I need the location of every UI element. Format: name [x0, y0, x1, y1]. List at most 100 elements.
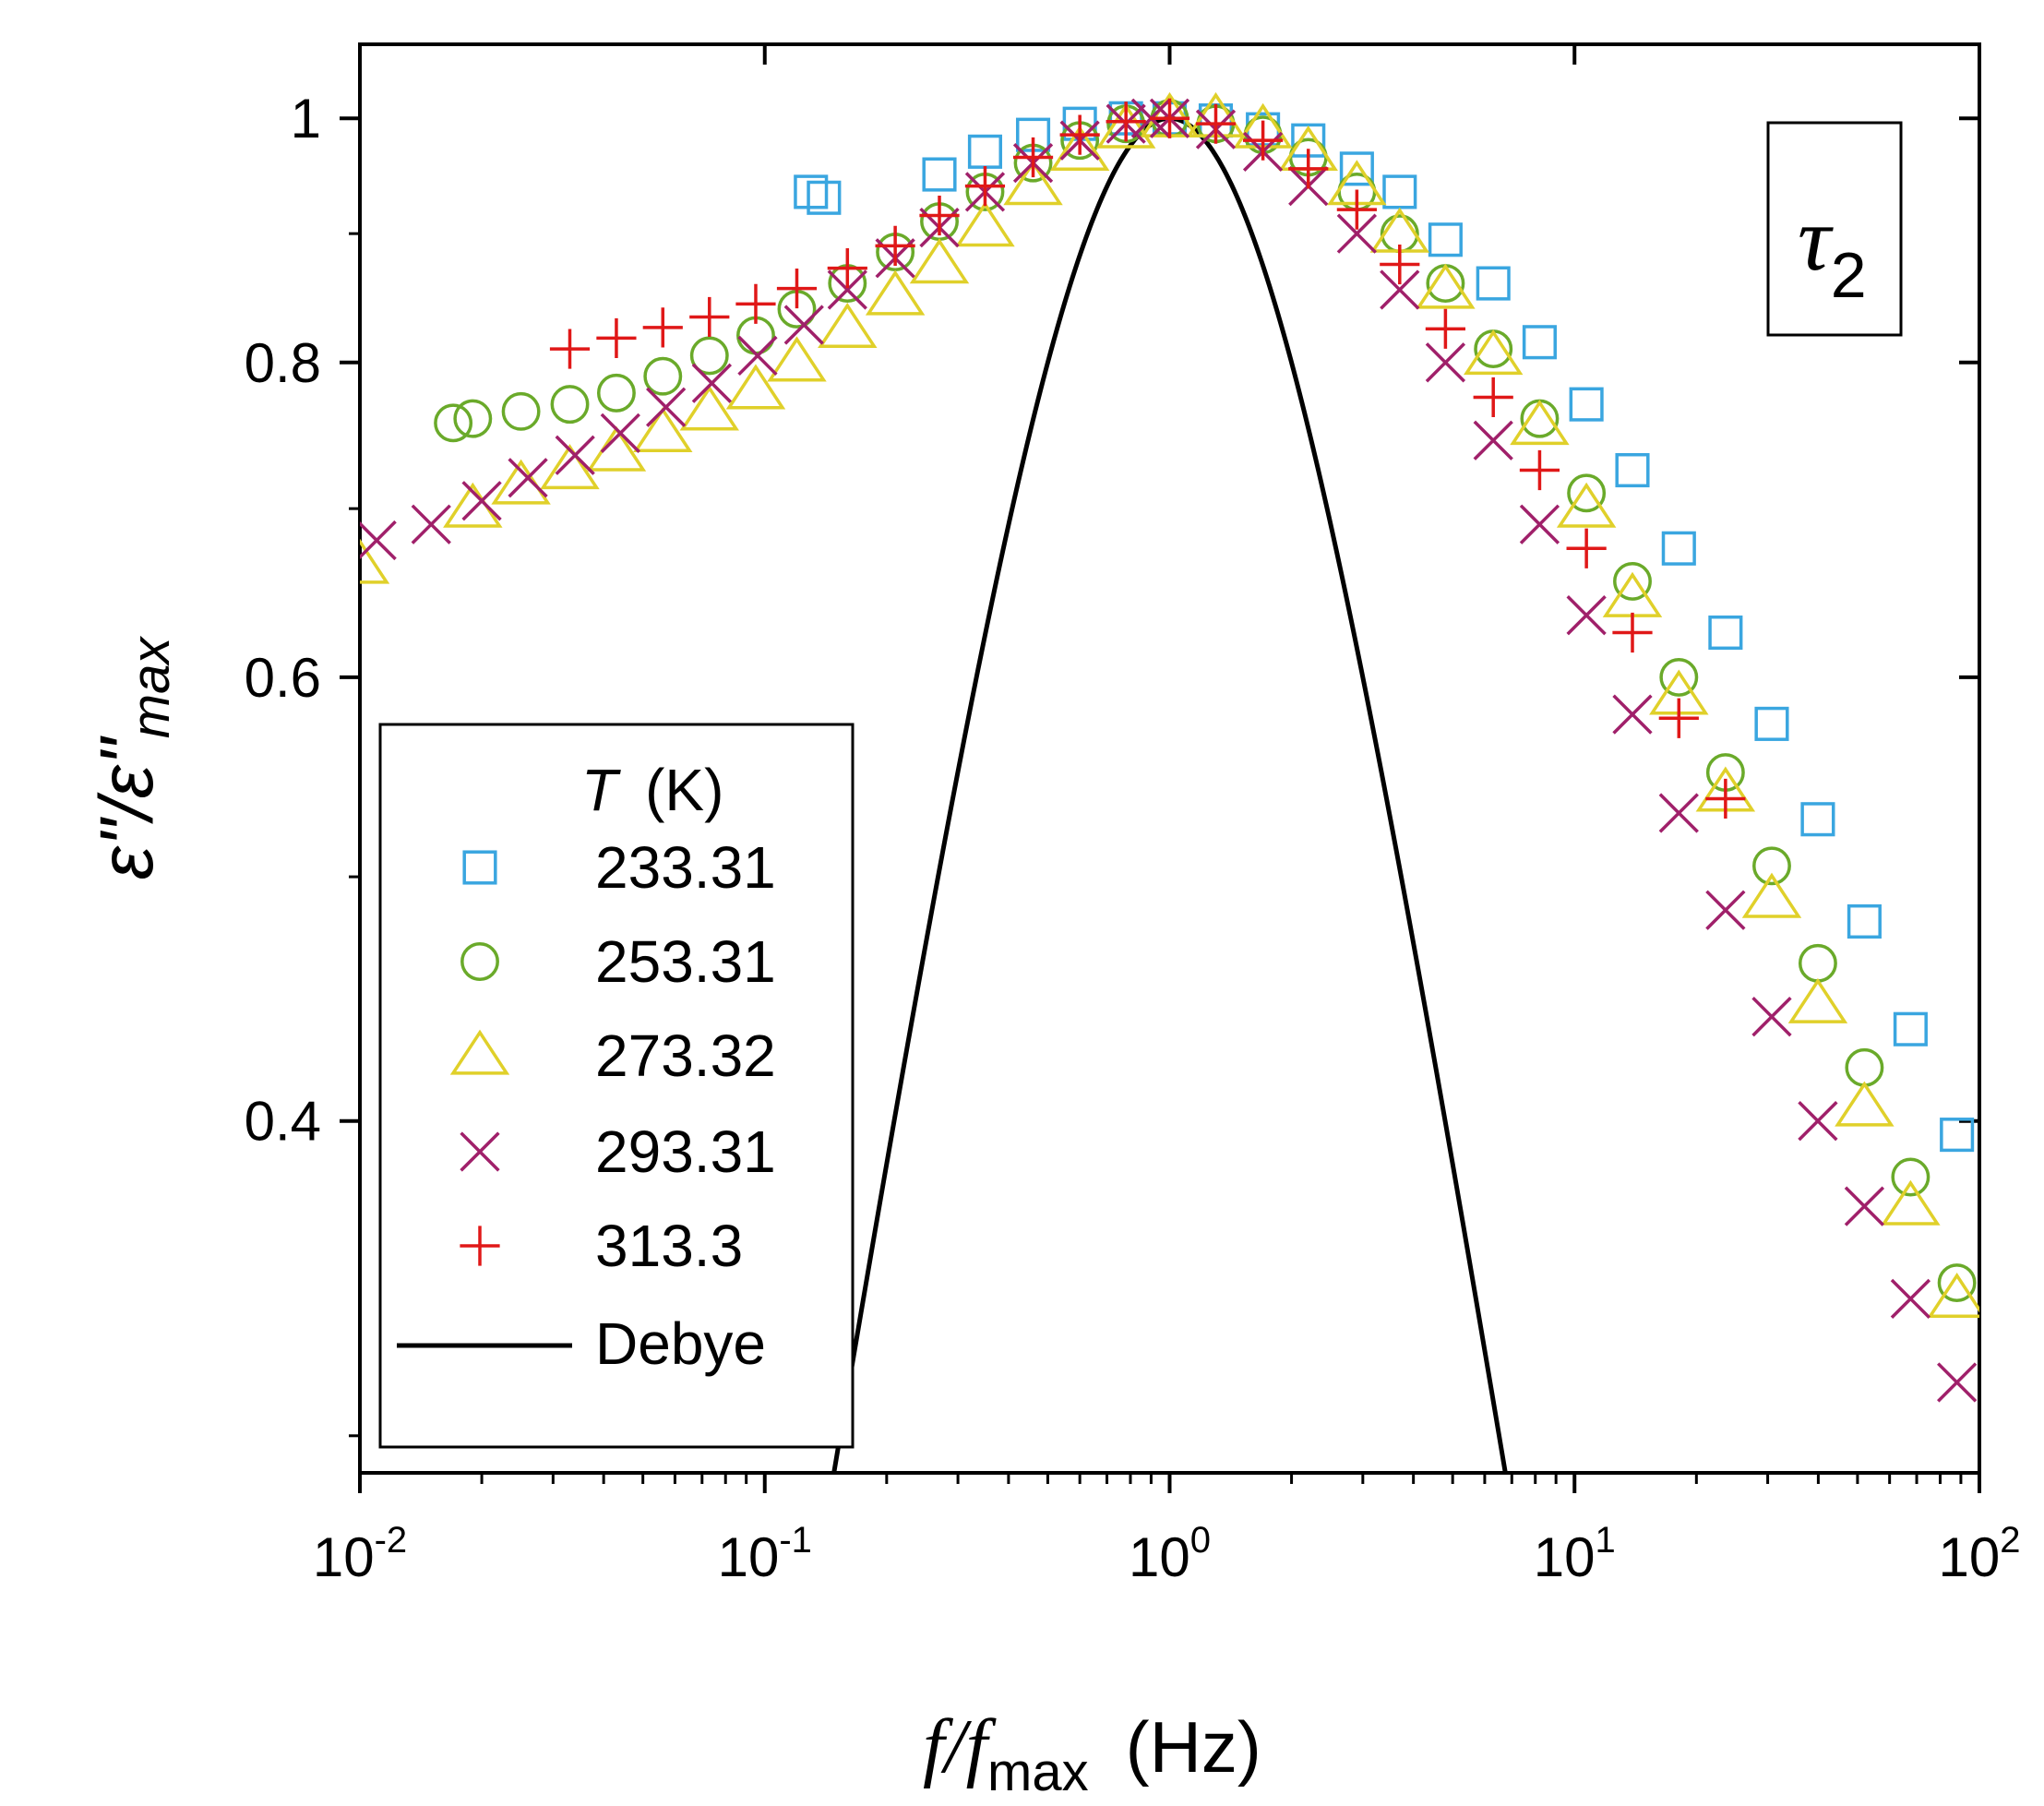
- data-point: [1473, 377, 1513, 418]
- data-point: [1416, 263, 1476, 309]
- data-point: [360, 520, 397, 561]
- data-point: [1382, 174, 1417, 209]
- data-point: [1800, 802, 1835, 837]
- data-point: [1567, 473, 1607, 513]
- legend-label: 313.3: [595, 1213, 743, 1279]
- data-points: [360, 91, 1979, 1403]
- data-point: [679, 385, 740, 431]
- data-point: [1708, 615, 1743, 651]
- data-point: [1463, 329, 1524, 376]
- data-point: [596, 317, 637, 359]
- data-point: [964, 165, 1006, 207]
- data-point: [1661, 531, 1696, 566]
- data-point: [1927, 1273, 1979, 1319]
- y-axis-title: ε"/ε"max: [85, 636, 181, 880]
- legend-item-273.32: 273.32: [449, 1023, 776, 1089]
- data-point: [550, 385, 590, 425]
- data-point: [1741, 872, 1802, 918]
- y-axis-title-denominator: ε": [85, 735, 169, 798]
- data-point: [646, 387, 687, 427]
- data-point: [691, 363, 733, 403]
- data-point: [1049, 125, 1110, 171]
- data-point: [909, 238, 970, 284]
- data-point: [967, 134, 1003, 169]
- legend-marker: [460, 1226, 500, 1266]
- data-point: [1751, 997, 1792, 1037]
- data-point: [1012, 137, 1054, 178]
- data-point: [1243, 120, 1284, 161]
- data-point: [600, 413, 640, 453]
- x-axis-title-main: f/f: [923, 1704, 998, 1789]
- legend-item-233.31: 233.31: [462, 834, 776, 901]
- data-point: [865, 269, 926, 316]
- data-point: [1288, 149, 1329, 189]
- x-tick-label: 102: [1939, 1520, 2021, 1588]
- data-point: [1473, 420, 1513, 460]
- legend-frame: [378, 723, 855, 1449]
- data-point: [1566, 528, 1607, 568]
- x-axis-title-sub: max: [987, 1742, 1089, 1802]
- data-point: [776, 268, 818, 309]
- data-point: [1566, 595, 1607, 636]
- data-point: [1937, 1263, 1977, 1303]
- legend-label: Debye: [595, 1310, 766, 1377]
- data-point: [1890, 1278, 1931, 1320]
- data-point: [633, 406, 693, 452]
- data-point: [1519, 449, 1560, 491]
- data-point: [955, 201, 1015, 247]
- data-point: [1339, 151, 1374, 186]
- y-axis-title-numerator: ε": [85, 816, 169, 879]
- data-point: [1937, 1362, 1978, 1403]
- data-point: [1754, 706, 1789, 741]
- data-point: [549, 329, 591, 369]
- svg-text:τ2: τ2: [1798, 187, 1867, 311]
- data-point: [827, 269, 867, 310]
- data-point: [461, 481, 502, 521]
- legend-title-unit: (K): [645, 757, 723, 823]
- legend-items: 233.31 253.31 273.32 293.31 313.3 Debye: [397, 834, 776, 1377]
- x-axis-title-unit: (Hz): [1126, 1706, 1261, 1788]
- tau-subscript: 2: [1831, 239, 1867, 311]
- data-point: [1612, 612, 1653, 653]
- x-tick-label: 10-1: [718, 1520, 812, 1588]
- y-tick-label: 0.8: [245, 332, 321, 394]
- x-axis: 10-2 10-1 100 101 102: [313, 44, 2021, 1588]
- data-point: [725, 364, 786, 410]
- data-point: [1612, 694, 1653, 735]
- data-point: [643, 356, 683, 396]
- x-tick-label: 100: [1129, 1520, 1211, 1588]
- data-point: [1425, 342, 1466, 383]
- legend-item-293.31: 293.31: [460, 1118, 776, 1185]
- legend: T (K) 233.31 253.31 273.32 293.31 313.3 Debye: [378, 723, 855, 1449]
- data-point: [555, 435, 595, 475]
- data-point: [1476, 266, 1511, 301]
- data-point: [1095, 102, 1156, 149]
- data-point: [1510, 400, 1570, 446]
- data-point: [1195, 103, 1237, 144]
- legend-marker: [462, 850, 497, 885]
- data-point: [453, 399, 493, 438]
- data-point: [807, 180, 842, 215]
- series-313.3: [549, 98, 1746, 819]
- data-point: [818, 302, 878, 348]
- tau-annotation-box: [1766, 121, 1903, 337]
- y-axis-title-denominator-sub: max: [121, 636, 181, 739]
- data-point: [1522, 325, 1557, 360]
- legend-label: 253.31: [595, 928, 776, 995]
- data-point: [1787, 977, 1848, 1023]
- data-point: [1003, 160, 1063, 206]
- data-point: [783, 305, 824, 345]
- data-point: [922, 157, 957, 192]
- data-point: [1556, 482, 1617, 528]
- data-point: [689, 336, 729, 376]
- data-point: [434, 403, 473, 443]
- data-point: [1835, 1081, 1895, 1127]
- data-point: [360, 538, 390, 584]
- data-point: [1613, 561, 1652, 601]
- legend-title-symbol: T: [581, 757, 621, 823]
- data-point: [1336, 189, 1377, 230]
- legend-item-debye: Debye: [397, 1310, 766, 1377]
- data-point: [1336, 213, 1378, 254]
- data-point: [827, 248, 867, 289]
- data-point: [794, 174, 829, 209]
